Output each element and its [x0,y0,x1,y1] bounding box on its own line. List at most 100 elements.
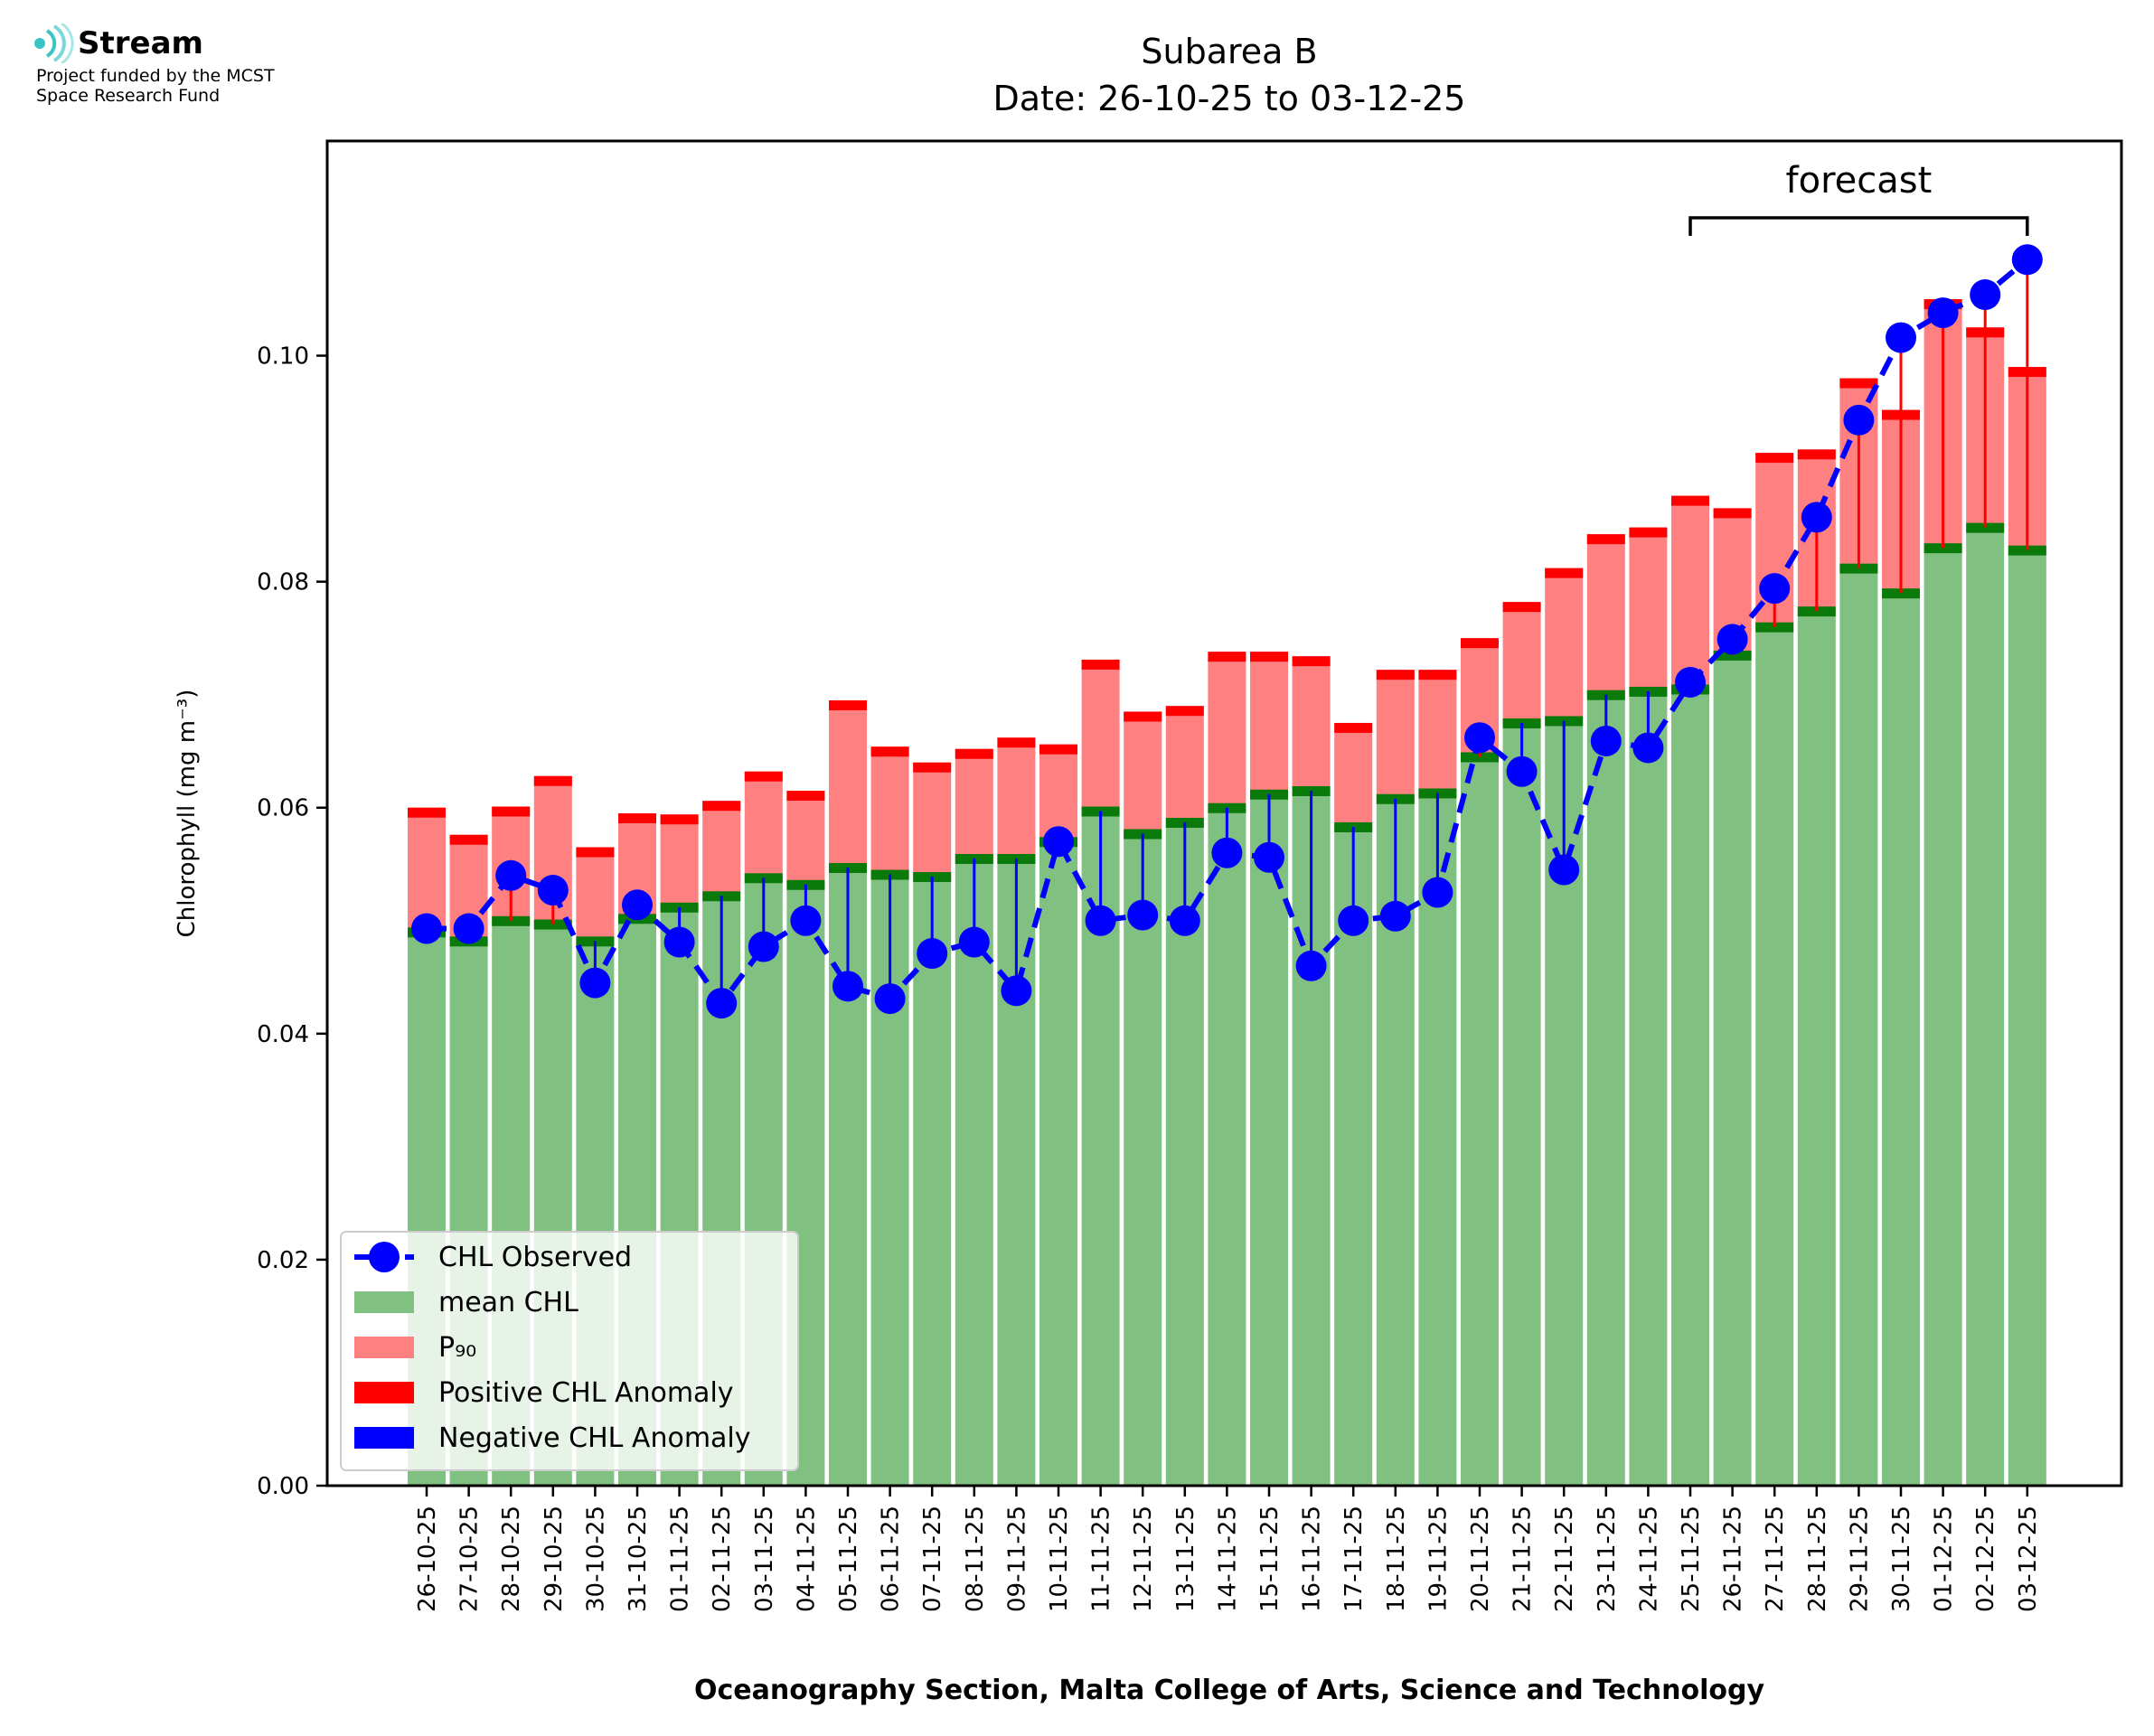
observed-point [1338,905,1369,936]
p90-bar [1165,706,1204,823]
x-tick-label: 10-11-25 [1046,1506,1073,1612]
observed-point [1085,905,1116,936]
mean-cap [1924,543,1962,554]
x-tick-label: 16-11-25 [1299,1506,1326,1612]
x-tick-label: 05-11-25 [835,1506,862,1612]
mean-bar [1797,611,1836,1486]
mean-cap [1839,563,1878,574]
x-tick-label: 03-11-25 [751,1506,778,1612]
x-tick-label: 17-11-25 [1340,1506,1368,1612]
forecast-label: forecast [1786,160,1933,202]
observed-point [411,913,442,944]
mean-bar [1629,690,1668,1486]
p90-cap [618,813,656,823]
mean-cap [492,915,531,926]
mean-bar [1839,568,1878,1486]
p90-bar [744,771,783,878]
p90-bar [1629,527,1668,691]
mean-cap [1713,650,1752,661]
p90-cap [1713,508,1752,519]
x-tick-label: 18-11-25 [1383,1506,1410,1612]
p90-cap [1250,652,1288,662]
observed-point [1590,725,1622,756]
legend-swatch-p90 [354,1337,414,1358]
p90-cap [1629,527,1668,538]
x-tick-label: 08-11-25 [962,1506,989,1612]
p90-cap [1208,652,1246,662]
observed-point [1379,900,1411,932]
p90-cap [1418,670,1457,680]
x-axis: 26-10-25 27-10-25 28-10-25 29-10-25 30-10-25… [414,1486,2042,1612]
p90-bar [702,801,741,896]
mean-bar [913,877,952,1486]
p90-cap [997,737,1036,748]
observed-point [1927,297,1959,329]
observed-point [453,913,484,944]
observed-point [579,967,611,999]
legend-label: Positive CHL Anomaly [438,1377,734,1409]
x-tick-label: 09-11-25 [1003,1506,1030,1612]
p90-cap [533,775,572,786]
p90-bar [1671,495,1709,690]
p90-cap [1334,722,1373,733]
x-tick-label: 15-11-25 [1256,1506,1284,1612]
x-tick-label: 22-11-25 [1551,1506,1578,1612]
mean-cap [533,919,572,930]
legend-box [340,1231,799,1471]
p90-cap [449,834,488,845]
mean-bar [1250,793,1288,1486]
x-tick-label: 19-11-25 [1425,1506,1452,1612]
p90-bar [576,847,615,942]
x-tick-label: 24-11-25 [1635,1506,1662,1612]
observed-point [1970,279,2001,311]
observed-point [1886,322,1916,353]
y-tick-label: 0.10 [257,343,309,371]
x-tick-label: 26-11-25 [1720,1506,1747,1612]
x-tick-label: 28-10-25 [498,1506,525,1612]
p90-cap [1292,656,1331,667]
mean-bar [1461,756,1499,1486]
chart-title-line-2: Date: 26-10-25 to 03-12-25 [993,79,1466,118]
p90-cap [1461,638,1499,649]
chart-title-line-1: Subarea B [1141,32,1317,71]
p90-bar [786,790,825,885]
x-tick-label: 31-10-25 [625,1506,652,1612]
mean-bar [1924,548,1962,1486]
legend-label: mean CHL [438,1287,578,1318]
y-tick-label: 0.00 [257,1473,309,1500]
x-tick-label: 04-11-25 [793,1506,820,1612]
x-tick-label: 30-11-25 [1888,1506,1915,1612]
observed-point [1548,854,1580,886]
observed-point [663,926,695,958]
legend-swatch-positive [354,1382,414,1403]
logo: Stream Project funded by the MCST Space … [33,22,358,121]
p90-bar [408,807,446,933]
observed-point [537,875,569,906]
observed-point [706,988,738,1019]
observed-series-group [411,244,2043,1019]
p90-cap [1839,378,1878,389]
p90-cap [1081,659,1120,670]
mean-bar [1334,827,1373,1486]
p90-cap [1124,711,1162,722]
mean-cap [1966,522,2005,533]
p90-bar [1039,744,1077,842]
p90-cap [492,806,531,817]
p90-bar [1586,534,1625,695]
observed-point [1211,837,1243,868]
y-tick-label: 0.08 [257,569,309,596]
mean-bar [1418,793,1457,1486]
mean-cap [2008,545,2046,556]
x-tick-label: 07-11-25 [919,1506,946,1612]
p90-cap [660,814,699,825]
brand-name: Stream [78,25,203,61]
observed-point [622,889,653,921]
mean-bar [1713,654,1752,1486]
observed-point [790,905,822,936]
observed-point [1127,899,1159,931]
p90-cap [1502,602,1541,613]
observed-point [1422,877,1453,908]
p90-cap [1039,744,1077,755]
observed-point [1506,755,1538,787]
